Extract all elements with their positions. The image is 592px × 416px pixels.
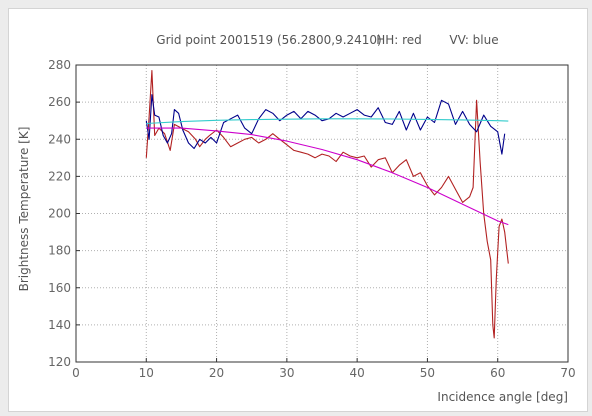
series-group bbox=[145, 70, 509, 339]
chart-title: Grid point 2001519 (56.2800,9.2410) bbox=[156, 33, 381, 47]
series-line-2 bbox=[146, 127, 509, 226]
x-tick-label: 50 bbox=[420, 366, 435, 380]
y-tick-label: 140 bbox=[48, 318, 71, 332]
x-tick-label: 20 bbox=[209, 366, 224, 380]
y-tick-label: 160 bbox=[48, 281, 71, 295]
y-axis-label: Brightness Temperature [K] bbox=[17, 127, 31, 292]
y-tick-label: 200 bbox=[48, 207, 71, 221]
y-tick-label: 120 bbox=[48, 355, 71, 369]
y-tick-label: 240 bbox=[48, 132, 71, 146]
x-tick-label: 0 bbox=[72, 366, 80, 380]
axes bbox=[75, 64, 569, 363]
y-tick-label: 220 bbox=[48, 169, 71, 183]
y-tick-label: 260 bbox=[48, 95, 71, 109]
legend-vv: VV: blue bbox=[449, 33, 498, 47]
x-tick-label: 60 bbox=[490, 366, 505, 380]
series-line-1 bbox=[145, 94, 506, 155]
x-tick-label: 30 bbox=[279, 366, 294, 380]
plot-panel: Grid point 2001519 (56.2800,9.2410) HH: … bbox=[8, 8, 588, 412]
x-tick-label: 40 bbox=[350, 366, 365, 380]
tick-labels: 0 10 20 30 40 50 60 70 120 140 160 180 200 220 240 260 2… bbox=[48, 58, 576, 380]
x-axis-label: Incidence angle [deg] bbox=[437, 390, 568, 404]
chart: Grid point 2001519 (56.2800,9.2410) HH: … bbox=[17, 33, 576, 404]
series-line-0 bbox=[145, 70, 509, 339]
y-tick-label: 280 bbox=[48, 58, 71, 72]
grid bbox=[76, 65, 568, 362]
y-tick-label: 180 bbox=[48, 244, 71, 258]
legend-hh: HH: red bbox=[376, 33, 422, 47]
series-line-3 bbox=[146, 118, 509, 125]
x-tick-label: 70 bbox=[560, 366, 575, 380]
x-tick-label: 10 bbox=[139, 366, 154, 380]
